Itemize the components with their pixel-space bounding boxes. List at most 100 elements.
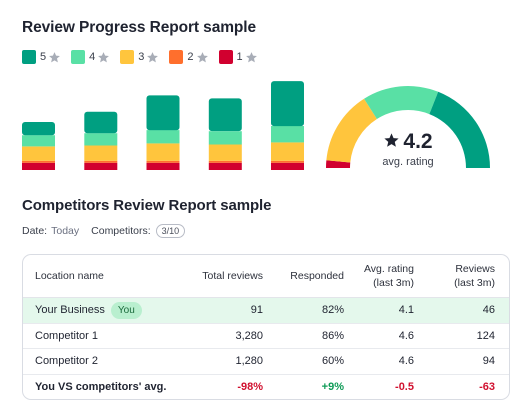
table-row-competitor-2[interactable]: Competitor 2 1,280 60% 4.6 94 [23, 349, 509, 375]
bar-segment [271, 160, 304, 163]
star-icon [98, 51, 110, 62]
col-reviews-line1: Reviews [455, 263, 495, 275]
legend-number: 1 [236, 51, 243, 63]
bar-segment [271, 126, 304, 143]
legend-item-3: 3 [120, 50, 159, 64]
legend-number: 2 [187, 51, 194, 63]
summary-avg-delta: -0.5 [395, 380, 414, 393]
bar-chart-svg [22, 81, 304, 170]
summary-label: You VS competitors' avg. [35, 380, 167, 393]
col-avg-rating-line1: Avg. rating [363, 263, 414, 275]
legend-swatch [218, 50, 233, 64]
bar-segment [271, 81, 304, 127]
bar-segment [208, 98, 242, 132]
bar-segment [208, 162, 242, 170]
col-responded: Responded [290, 270, 344, 282]
gauge-segment [429, 91, 490, 168]
progress-report-title: Review Progress Report sample [22, 19, 256, 36]
competitors-label: Competitors: [91, 225, 151, 237]
gauge-value-text: 4.2 [403, 130, 433, 153]
star-icon [147, 51, 159, 62]
table-row-your-business[interactable]: Your Business You 91 82% 4.1 46 [23, 298, 509, 324]
bar-segment [84, 162, 118, 170]
rating-gauge: 4.2 avg. rating [318, 78, 498, 176]
bar-segment [146, 162, 180, 170]
legend-swatch [169, 50, 184, 64]
col-avg-rating: Avg. rating (last 3m) [364, 262, 414, 290]
bar-segment [208, 131, 242, 145]
star-icon [49, 51, 61, 62]
gauge-value: 4.2 [318, 130, 498, 154]
date-value[interactable]: Today [51, 225, 80, 237]
legend-number: 4 [89, 51, 96, 63]
competitors-report-title: Competitors Review Report sample [22, 197, 272, 214]
bar-segment [22, 135, 55, 147]
table-header: Location name Total reviews Responded Av… [23, 255, 509, 298]
gauge-svg [326, 86, 490, 168]
bar-segment [22, 160, 55, 163]
rating-legend: 5 4 3 2 1 [22, 50, 268, 64]
legend-swatch [71, 50, 86, 64]
reviews-cell: 124 [476, 329, 495, 342]
summary-responded-delta: +9% [321, 380, 344, 393]
legend-item-5: 5 [22, 50, 61, 64]
col-reviews-line2: (last 3m) [454, 277, 495, 289]
star-icon [245, 51, 257, 62]
star-icon [196, 51, 208, 62]
legend-number: 5 [40, 51, 47, 63]
reviews-cell: 46 [482, 304, 495, 316]
reviews-cell: 94 [482, 355, 495, 367]
summary-total-delta: -98% [237, 380, 263, 393]
gauge-segment [326, 98, 377, 163]
location-name-cell: Your Business You [35, 298, 142, 323]
you-badge: You [110, 302, 142, 319]
table-row-summary: You VS competitors' avg. -98% +9% -0.5 -… [23, 375, 509, 400]
bar-segment [146, 143, 180, 161]
avg-rating-cell: 4.1 [398, 304, 414, 316]
bar-segment [208, 144, 242, 161]
bar-segment [22, 162, 55, 170]
bar-segment [146, 160, 180, 163]
bar-segment [84, 160, 118, 163]
bar-segment [208, 160, 242, 163]
bar-segment [22, 122, 55, 136]
bar-segment [271, 162, 304, 170]
competitors-table: Location name Total reviews Responded Av… [22, 254, 510, 400]
bar-segment [146, 95, 180, 131]
gauge-label: avg. rating [382, 156, 434, 168]
col-total-reviews: Total reviews [202, 270, 263, 282]
summary-reviews-delta: -63 [479, 380, 495, 393]
col-avg-rating-line2: (last 3m) [373, 277, 414, 289]
star-icon [384, 133, 399, 147]
legend-swatch [22, 50, 36, 64]
legend-item-1: 1 [218, 50, 258, 64]
bar-segment [22, 146, 55, 161]
avg-rating-cell: 4.6 [398, 355, 414, 367]
bar-segment [84, 133, 118, 146]
gauge-segment [364, 86, 439, 120]
bar-segment [84, 145, 118, 161]
legend-swatch [120, 50, 135, 64]
report-filters: Date: Today Competitors: 3/10 [22, 224, 186, 238]
table-row-competitor-1[interactable]: Competitor 1 3,280 86% 4.6 124 [23, 324, 509, 349]
legend-number: 3 [138, 51, 145, 63]
responded-cell: 82% [321, 304, 344, 316]
location-name: Competitor 2 [35, 355, 98, 367]
col-reviews: Reviews (last 3m) [454, 262, 495, 290]
bar-segment [146, 130, 180, 144]
total-reviews-cell: 3,280 [235, 329, 263, 342]
legend-item-4: 4 [71, 50, 110, 64]
stacked-bar-chart [22, 78, 304, 170]
competitors-count-badge[interactable]: 3/10 [155, 224, 186, 238]
legend-item-2: 2 [169, 50, 208, 64]
total-reviews-cell: 1,280 [235, 355, 263, 367]
location-name: Competitor 1 [35, 329, 98, 342]
location-name: Your Business [35, 304, 105, 316]
avg-rating-cell: 4.6 [398, 329, 414, 342]
bar-segment [84, 111, 118, 134]
col-location-name: Location name [35, 270, 104, 282]
responded-cell: 86% [321, 329, 344, 342]
responded-cell: 60% [321, 355, 344, 367]
gauge-segment [326, 160, 351, 168]
date-label: Date: [22, 225, 48, 237]
